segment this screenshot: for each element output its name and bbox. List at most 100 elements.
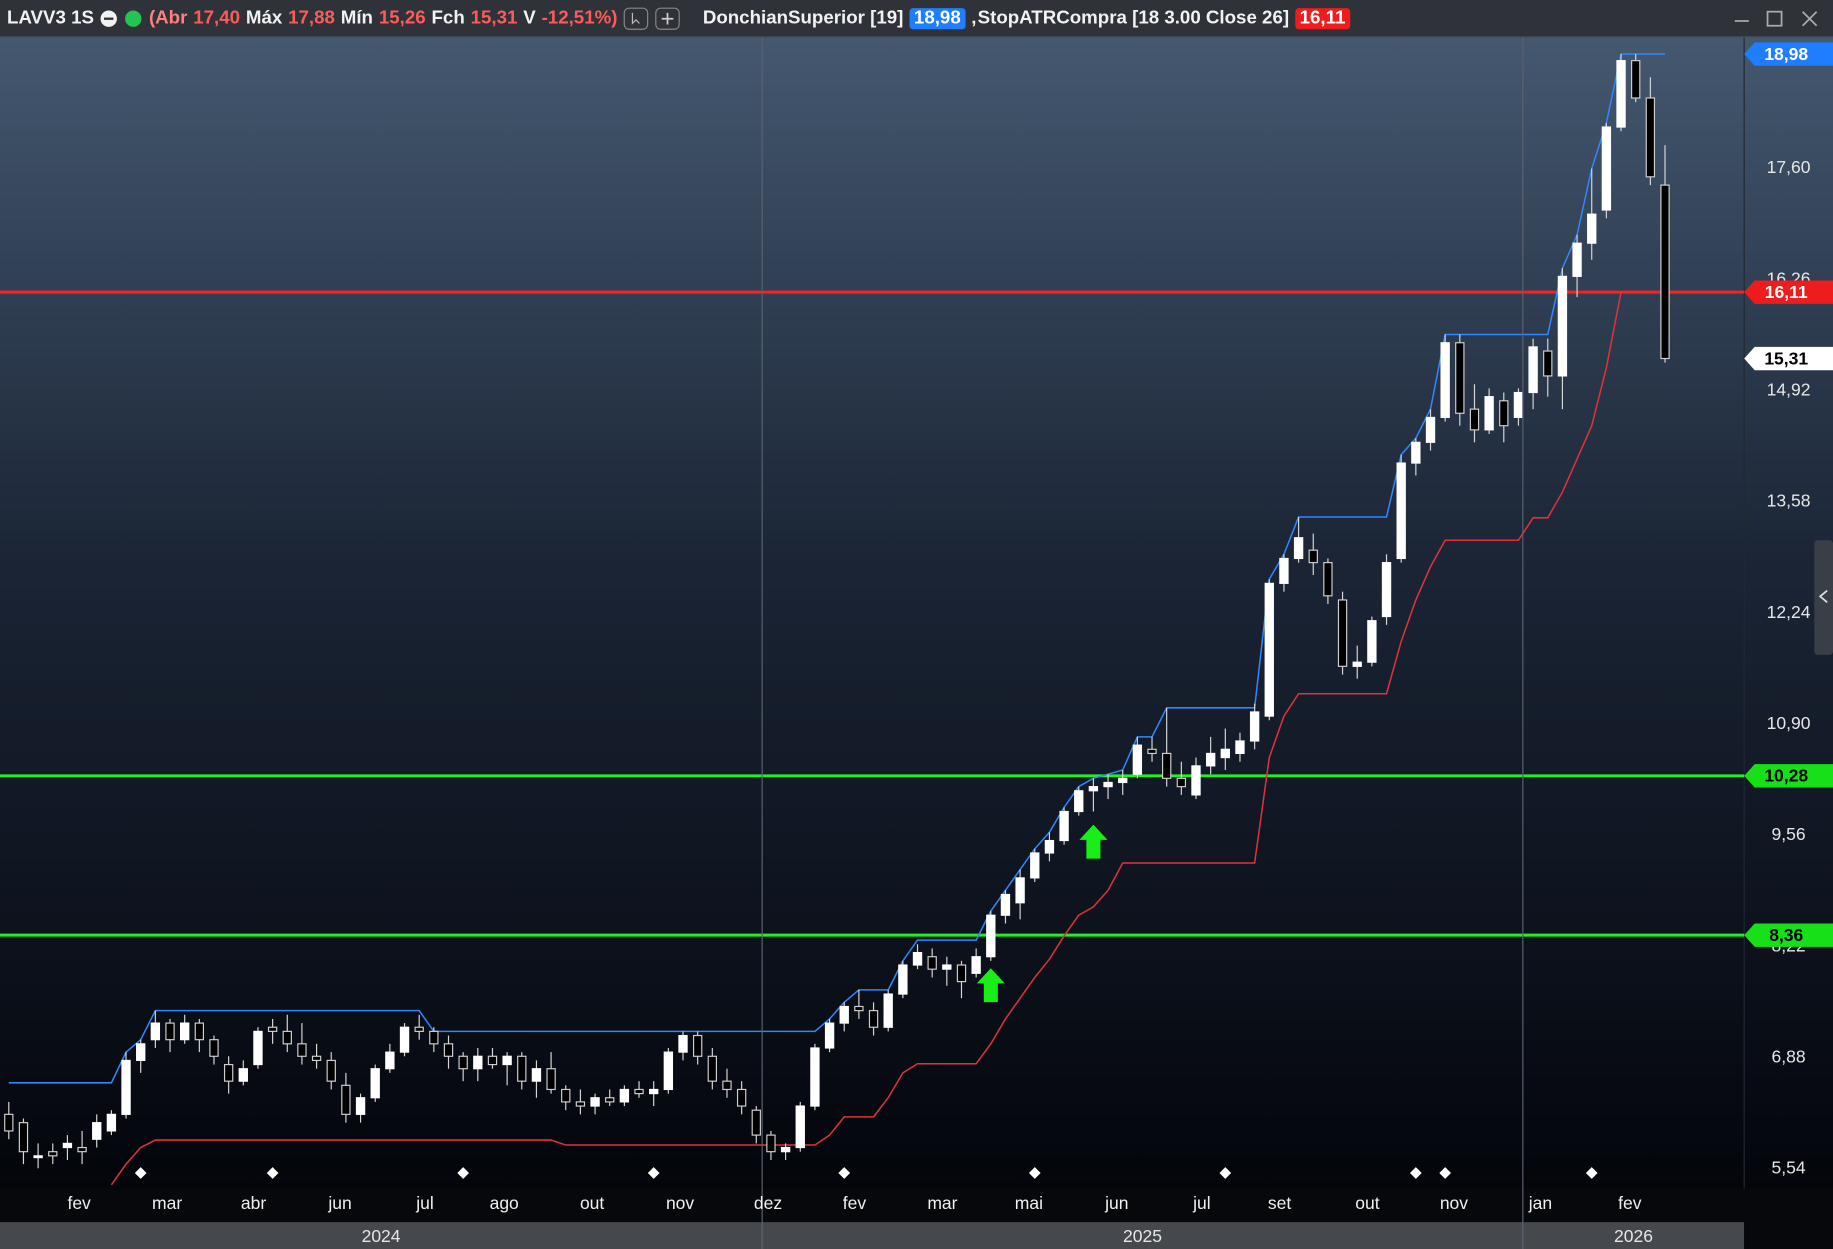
year-label: 2026 xyxy=(1614,1226,1653,1246)
candle-body xyxy=(77,1146,87,1153)
candle-body xyxy=(165,1022,175,1041)
indicator-line xyxy=(8,53,1666,1084)
candle-body xyxy=(1572,242,1582,277)
close-value: 15,31 xyxy=(470,7,518,28)
remove-icon[interactable] xyxy=(100,9,119,28)
x-tick-label: jul xyxy=(415,1193,434,1213)
x-tick-label: out xyxy=(1355,1193,1379,1213)
candle-body xyxy=(443,1043,454,1057)
candle-body xyxy=(1528,346,1538,394)
year-label: 2025 xyxy=(1123,1226,1162,1246)
candle-body xyxy=(1074,790,1084,813)
candle-body xyxy=(1191,765,1201,796)
indicator-2-value: 16,11 xyxy=(1294,7,1351,29)
event-marker xyxy=(1410,1167,1422,1179)
candle-body xyxy=(502,1055,512,1066)
event-marker xyxy=(1585,1167,1598,1179)
candle-body xyxy=(1484,396,1494,431)
x-tick-label: jul xyxy=(1192,1193,1211,1213)
x-tick-label: nov xyxy=(1440,1193,1468,1213)
y-tick-label: 14,92 xyxy=(1767,379,1811,399)
y-tick-label: 10,90 xyxy=(1767,713,1811,733)
candle-body xyxy=(649,1088,659,1095)
candle-body xyxy=(575,1101,586,1107)
candle-body xyxy=(458,1055,468,1070)
candle-body xyxy=(1176,777,1187,788)
event-marker xyxy=(1439,1167,1452,1179)
candle-body xyxy=(780,1146,791,1153)
candle-body xyxy=(927,956,937,970)
candle-body xyxy=(370,1068,380,1099)
window-controls xyxy=(1734,10,1818,27)
price-badge xyxy=(1744,42,1833,66)
cursor-button[interactable] xyxy=(623,6,649,30)
add-button[interactable] xyxy=(655,6,681,30)
candle-body xyxy=(1220,748,1230,759)
x-tick-label: jun xyxy=(327,1193,351,1213)
close-button[interactable] xyxy=(1801,11,1818,27)
open-label: (Abr xyxy=(148,7,188,28)
candle-body xyxy=(736,1088,747,1107)
candle-body xyxy=(487,1055,498,1066)
candle-body xyxy=(707,1055,717,1082)
x-tick-label: fev xyxy=(1618,1193,1642,1213)
event-marker xyxy=(647,1167,660,1179)
candle-body xyxy=(1440,342,1450,419)
candle-body xyxy=(590,1097,600,1107)
candle-body xyxy=(238,1068,248,1082)
candle-body xyxy=(209,1039,219,1057)
candle-body xyxy=(868,1010,879,1028)
candle-body xyxy=(48,1151,58,1157)
candle-body xyxy=(956,964,967,983)
candle-body xyxy=(399,1026,410,1053)
high-label: Máx xyxy=(245,7,283,28)
candle-body xyxy=(839,1005,849,1024)
candle-body xyxy=(1616,60,1626,128)
year-label: 2024 xyxy=(362,1226,401,1246)
candle-body xyxy=(1103,781,1113,788)
candle-body xyxy=(267,1026,278,1032)
candle-body xyxy=(1030,852,1040,879)
candle-body xyxy=(355,1097,366,1115)
candle-body xyxy=(546,1068,556,1091)
high-value: 17,88 xyxy=(288,7,335,28)
change-label: V xyxy=(523,7,536,28)
price-badge-label: 16,11 xyxy=(1765,282,1808,302)
candle-body xyxy=(1059,810,1069,842)
candle-body xyxy=(136,1043,146,1062)
candle-body xyxy=(1543,350,1553,377)
candle-body xyxy=(605,1097,615,1103)
indicator-line xyxy=(110,291,1622,1186)
candle-body xyxy=(1425,416,1436,443)
candle-body xyxy=(1352,661,1362,667)
candle-body xyxy=(92,1122,102,1140)
candle-body xyxy=(1499,400,1509,427)
tab[interactable] xyxy=(1814,540,1833,655)
corner xyxy=(1744,1222,1833,1249)
maximize-button[interactable] xyxy=(1766,10,1783,27)
price-badge-label: 15,31 xyxy=(1764,348,1808,368)
candle-body xyxy=(898,964,908,995)
y-tick-label: 9,56 xyxy=(1772,824,1806,844)
candle-body xyxy=(341,1084,351,1115)
x-tick-label: fev xyxy=(843,1193,867,1213)
x-tick-label: mar xyxy=(152,1193,182,1213)
price-badge xyxy=(1744,764,1833,788)
candle-body xyxy=(121,1059,131,1115)
candle-body xyxy=(986,914,996,958)
candle-body xyxy=(473,1055,483,1070)
candle-body xyxy=(385,1051,395,1070)
candle-body xyxy=(1147,748,1157,755)
y-tick-label: 5,54 xyxy=(1772,1158,1806,1178)
candle-body xyxy=(1587,213,1597,244)
candle-body xyxy=(1000,893,1011,916)
candle-body xyxy=(326,1059,336,1082)
candle-body xyxy=(4,1113,14,1132)
price-badge-label: 18,98 xyxy=(1764,44,1808,64)
candle-body xyxy=(414,1026,424,1032)
candle-body xyxy=(282,1030,292,1045)
candle-body xyxy=(810,1047,820,1107)
collapse-tab[interactable] xyxy=(1814,540,1833,655)
